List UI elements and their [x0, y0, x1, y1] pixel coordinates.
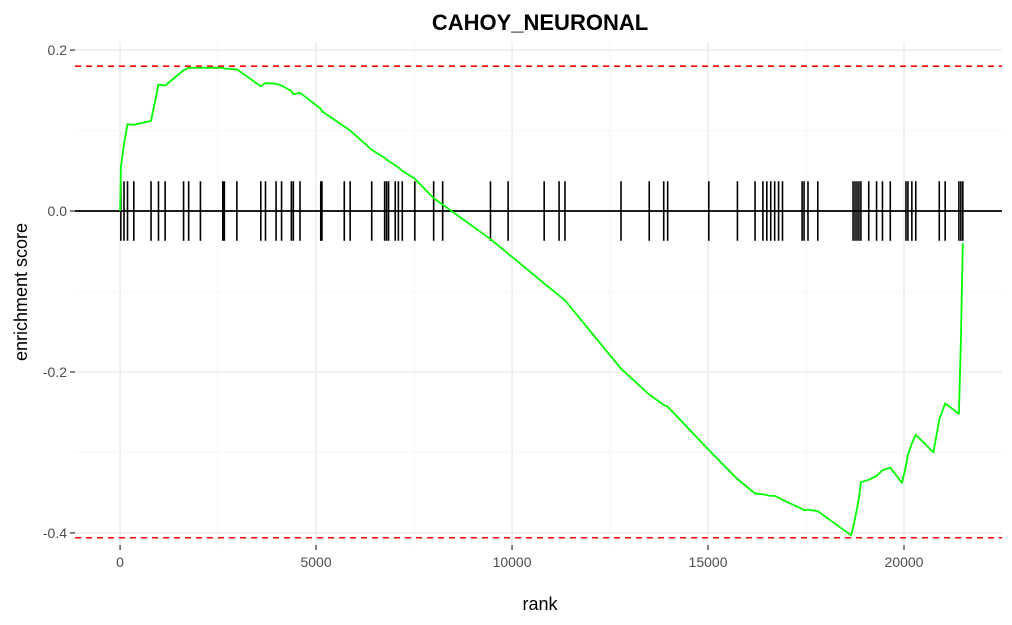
y-tick-label: 0.2 [48, 42, 68, 58]
y-axis-title: enrichment score [11, 223, 31, 361]
x-tick-label: 0 [116, 554, 124, 570]
x-axis: 0 5000 10000 15000 20000 [116, 545, 924, 570]
y-axis: 0.2 0.0 -0.2 -0.4 [43, 42, 75, 541]
y-tick-label: 0.0 [48, 203, 68, 219]
running-enrichment-curve [119, 66, 964, 537]
x-tick-label: 20000 [885, 554, 924, 570]
x-tick-label: 10000 [493, 554, 532, 570]
chart-title: CAHOY_NEURONAL [432, 10, 648, 35]
grid [75, 42, 1002, 545]
y-tick-label: -0.4 [43, 525, 67, 541]
x-tick-label: 15000 [689, 554, 728, 570]
y-tick-label: -0.2 [43, 364, 67, 380]
x-tick-label: 5000 [300, 554, 331, 570]
x-axis-title: rank [522, 594, 558, 614]
